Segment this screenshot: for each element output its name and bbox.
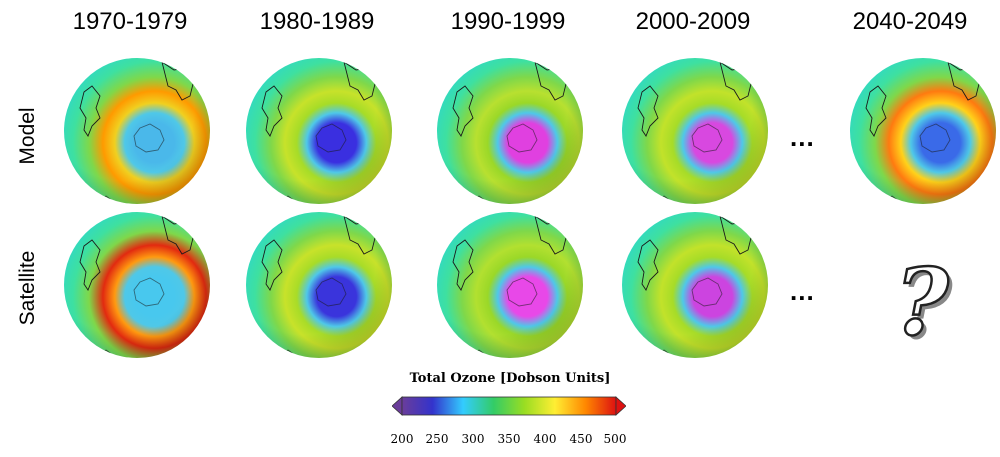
column-title-1980s: 1980-1989 [259, 8, 375, 35]
question-mark-icon: ? [894, 247, 950, 358]
colorbar-tick: 450 [569, 432, 593, 446]
row-label-model: Model [16, 107, 39, 165]
globe-model-1990s [435, 56, 585, 206]
column-title-2040s: 2040-2049 [852, 8, 968, 35]
globe-model-2040s [848, 56, 998, 206]
ellipsis-model-row: ... [790, 122, 815, 152]
colorbar-tick: 300 [461, 432, 485, 446]
colorbar [392, 396, 626, 416]
globe-model-1980s [244, 56, 394, 206]
colorbar-tick: 400 [533, 432, 557, 446]
globe-model-1970s [62, 56, 212, 206]
colorbar-max-arrow [615, 396, 626, 416]
colorbar-title: Total Ozone [Dobson Units] [409, 371, 611, 386]
colorbar-tick: 250 [425, 432, 449, 446]
globe-satellite-1970s [62, 210, 212, 360]
colorbar-tick: 350 [497, 432, 521, 446]
globe-satellite-2000s [620, 210, 770, 360]
column-title-2000s: 2000-2009 [635, 8, 751, 35]
column-title-1990s: 1990-1999 [450, 8, 566, 35]
globe-model-2000s [620, 56, 770, 206]
globe-satellite-1980s [244, 210, 394, 360]
column-title-1970s: 1970-1979 [72, 8, 188, 35]
colorbar-min-arrow [392, 396, 403, 416]
row-label-satellite: Satellite [16, 250, 39, 326]
ellipsis-satellite-row: ... [790, 276, 815, 306]
colorbar-tick: 500 [603, 432, 627, 446]
colorbar-tick: 200 [390, 432, 414, 446]
globe-satellite-1990s [435, 210, 585, 360]
